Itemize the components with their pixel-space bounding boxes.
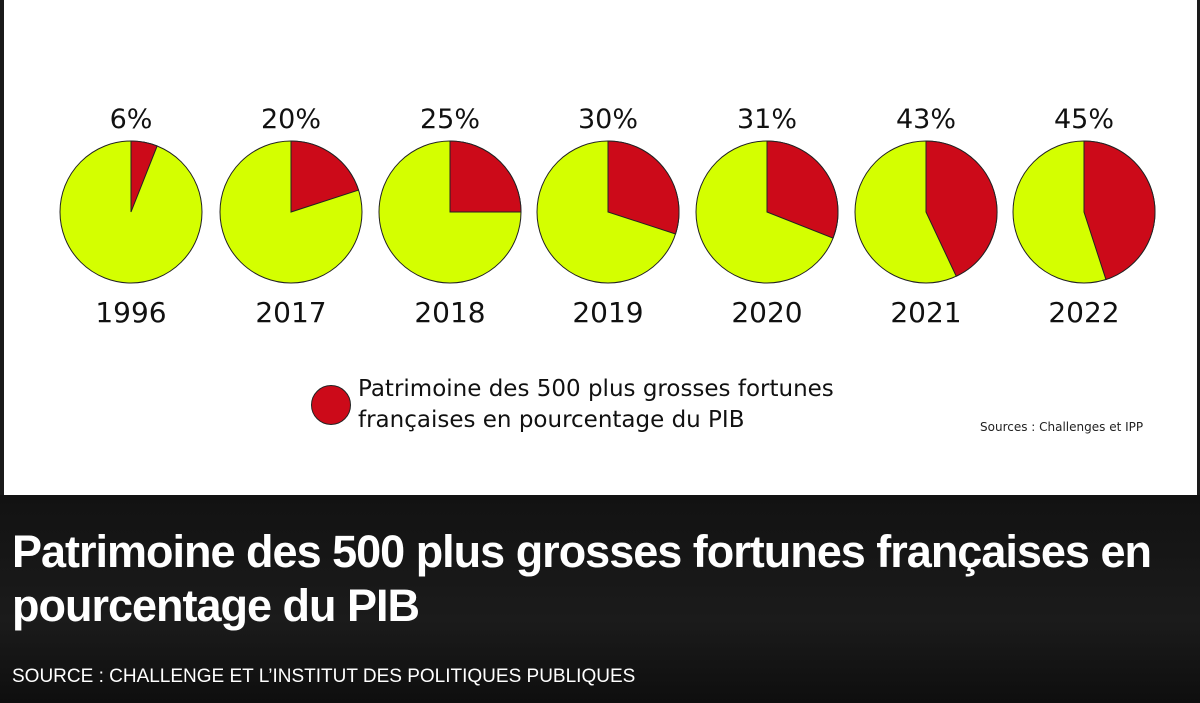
pie-share-slice	[449, 140, 522, 213]
pie-1996: 6% 1996	[59, 104, 203, 329]
legend-label: Patrimoine des 500 plus grosses fortunes…	[358, 376, 834, 433]
pie-year-label: 2019	[572, 296, 643, 329]
pie-year-label: 2017	[255, 296, 326, 329]
pie-2017: 20% 2017	[219, 104, 363, 329]
chart-panel: 6% 1996 20% 2017 25% 2018 30% 2019 31% 2020 43% 202…	[0, 0, 1200, 495]
caption-title: Patrimoine des 500 plus grosses fortunes…	[12, 526, 1152, 631]
pie-value-label: 30%	[578, 104, 638, 135]
pie-share-slice	[1083, 140, 1156, 281]
pie-value-label: 6%	[110, 104, 153, 135]
pie-year-label: 1996	[95, 296, 166, 329]
legend-swatch	[311, 385, 351, 425]
pie-share-slice	[766, 140, 839, 239]
pie-value-label: 20%	[261, 104, 321, 135]
pie-value-label: 45%	[1054, 104, 1114, 135]
pie-year-label: 2021	[890, 296, 961, 329]
pie-2022: 45% 2022	[1012, 104, 1156, 329]
pie-2020: 31% 2020	[695, 104, 839, 329]
caption-source: SOURCE : CHALLENGE ET L’INSTITUT DES POL…	[12, 666, 636, 687]
pie-2021: 43% 2021	[854, 104, 998, 329]
pie-2018: 25% 2018	[378, 104, 522, 329]
pie-share-slice	[290, 140, 360, 213]
pie-2019: 30% 2019	[536, 104, 680, 329]
pie-charts: 6% 1996 20% 2017 25% 2018 30% 2019 31% 2020 43% 202…	[59, 104, 1156, 329]
pie-value-label: 43%	[896, 104, 956, 135]
pie-share-slice	[925, 140, 998, 277]
left-border	[0, 0, 4, 495]
pie-year-label: 2018	[414, 296, 485, 329]
pie-share-slice	[130, 140, 158, 213]
pie-value-label: 31%	[737, 104, 797, 135]
right-border	[1197, 0, 1200, 495]
pie-share-slice	[607, 140, 680, 235]
pie-year-label: 2020	[731, 296, 802, 329]
pie-value-label: 25%	[420, 104, 480, 135]
pie-year-label: 2022	[1048, 296, 1119, 329]
caption-band: Patrimoine des 500 plus grosses fortunes…	[0, 495, 1200, 703]
chart-source: Sources : Challenges et IPP	[980, 420, 1144, 434]
